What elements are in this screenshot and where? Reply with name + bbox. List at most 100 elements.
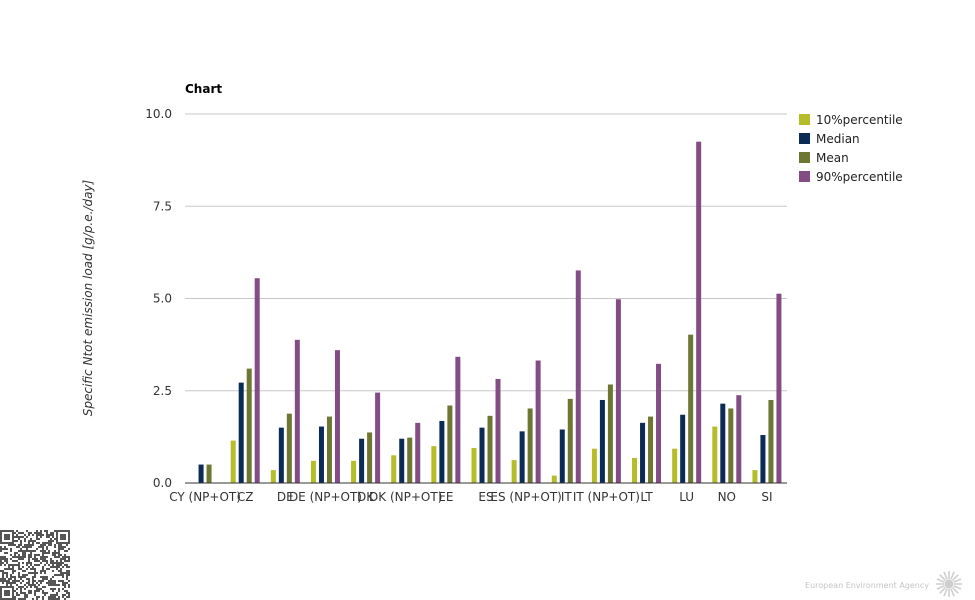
qr-module (48, 534, 50, 536)
qr-module (68, 594, 70, 596)
qr-module (6, 574, 8, 576)
logo-ray (950, 588, 955, 597)
qr-module (28, 578, 30, 580)
qr-module (32, 578, 34, 580)
qr-module (64, 590, 66, 592)
qr-module (46, 576, 48, 578)
qr-module (66, 550, 68, 552)
qr-module (30, 590, 32, 592)
qr-module (18, 564, 20, 566)
qr-module (12, 576, 14, 578)
qr-module (36, 534, 38, 536)
qr-module (28, 540, 30, 542)
qr-module (62, 536, 64, 538)
bar-90-percentile (415, 422, 421, 483)
qr-module (14, 596, 16, 598)
qr-module (56, 574, 58, 576)
qr-module (34, 584, 36, 586)
x-tick-label: SI (761, 490, 772, 504)
qr-module (66, 560, 68, 562)
qr-module (40, 550, 42, 552)
qr-module (0, 534, 2, 536)
qr-module (52, 590, 54, 592)
qr-module (24, 554, 26, 556)
qr-module (58, 588, 60, 590)
qr-module (32, 566, 34, 568)
qr-module (58, 562, 60, 564)
qr-module (22, 580, 24, 582)
qr-module (14, 582, 16, 584)
qr-module (58, 570, 60, 572)
qr-module (34, 592, 36, 594)
qr-module (66, 590, 68, 592)
bar-median (680, 414, 686, 483)
qr-module (0, 532, 2, 534)
qr-module (12, 542, 14, 544)
qr-module (0, 598, 2, 600)
qr-module (18, 594, 20, 596)
qr-module (6, 582, 8, 584)
qr-module (34, 554, 36, 556)
qr-module (0, 564, 2, 566)
bar-10-percentile (351, 460, 357, 483)
qr-module (28, 550, 30, 552)
qr-module (16, 560, 18, 562)
qr-module (44, 586, 46, 588)
qr-module (18, 554, 20, 556)
qr-module (36, 558, 38, 560)
qr-module (34, 586, 36, 588)
qr-module (4, 548, 6, 550)
logo-ray (939, 574, 947, 582)
bar-mean (527, 408, 533, 483)
qr-module (34, 574, 36, 576)
legend-swatch (799, 133, 810, 144)
qr-module (0, 530, 2, 532)
qr-module (2, 562, 4, 564)
qr-module (60, 558, 62, 560)
qr-module (42, 554, 44, 556)
bar-group (230, 278, 260, 483)
qr-module (10, 582, 12, 584)
qr-module (4, 546, 6, 548)
qr-module (38, 554, 40, 556)
qr-module (2, 598, 4, 600)
qr-module (20, 542, 22, 544)
qr-module (68, 540, 70, 542)
qr-module (62, 588, 64, 590)
qr-module (62, 538, 64, 540)
qr-module (6, 568, 8, 570)
qr-module (2, 586, 4, 588)
qr-module (14, 536, 16, 538)
qr-module (42, 550, 44, 552)
qr-module (40, 572, 42, 574)
qr-module (28, 560, 30, 562)
bar-median (559, 429, 565, 483)
qr-module (22, 598, 24, 600)
qr-module (28, 582, 30, 584)
qr-module (14, 544, 16, 546)
qr-module (14, 576, 16, 578)
qr-module (66, 576, 68, 578)
qr-module (18, 546, 20, 548)
qr-module (56, 540, 58, 542)
qr-module (58, 546, 60, 548)
qr-module (34, 556, 36, 558)
legend-label: 90%percentile (816, 170, 903, 184)
bar-10-percentile (230, 440, 236, 483)
legend-swatch (799, 152, 810, 163)
qr-module (38, 596, 40, 598)
qr-module (28, 572, 30, 574)
qr-module (38, 560, 40, 562)
qr-module (58, 564, 60, 566)
qr-module (64, 530, 66, 532)
qr-module (14, 564, 16, 566)
qr-module (20, 576, 22, 578)
qr-module (10, 568, 12, 570)
qr-module (36, 564, 38, 566)
qr-module (6, 584, 8, 586)
qr-module (28, 546, 30, 548)
qr-module (2, 572, 4, 574)
qr-module (56, 536, 58, 538)
qr-module (16, 530, 18, 532)
qr-module (16, 588, 18, 590)
